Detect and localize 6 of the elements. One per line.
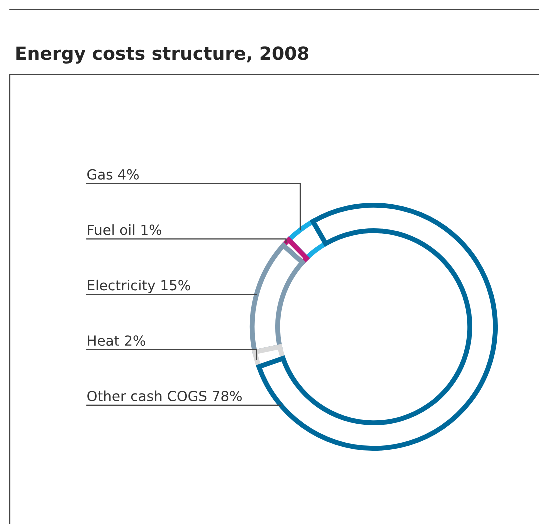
slice-label: Other cash COGS 78% xyxy=(88,390,242,402)
slice-label: Gas 4% xyxy=(88,169,139,180)
slice-label: Heat 2% xyxy=(88,336,146,346)
slice-label: Electricity 15% xyxy=(88,280,190,294)
slice-label: Fuel oil 1% xyxy=(88,224,162,236)
chart-title: Energy costs structure, 2008 xyxy=(16,46,309,64)
